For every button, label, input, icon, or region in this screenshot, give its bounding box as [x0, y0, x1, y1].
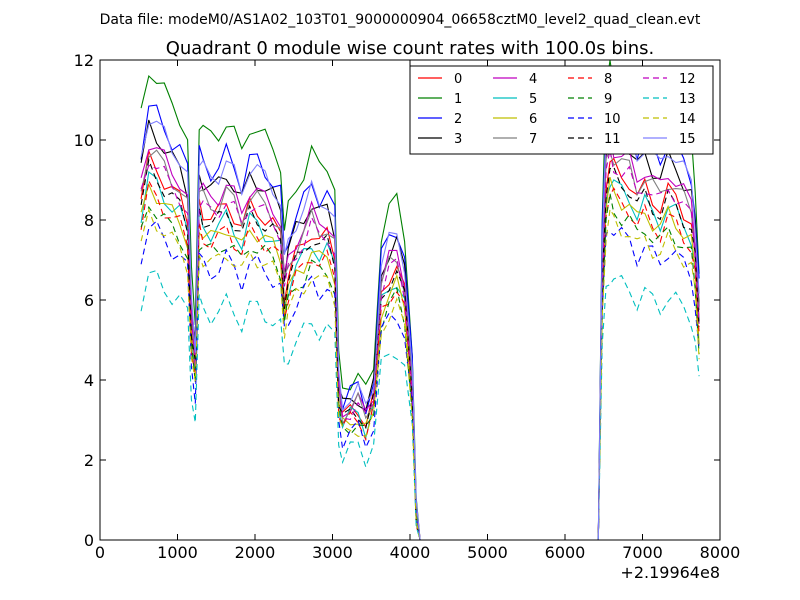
y-tick-label: 4: [84, 371, 94, 390]
x-tick-label: 0: [95, 543, 105, 562]
legend-label-14: 14: [679, 112, 696, 127]
series-line-0: [140, 149, 700, 541]
series-line-4: [140, 136, 700, 541]
y-tick-label: 0: [84, 531, 94, 550]
series-line-12: [140, 149, 700, 541]
y-tick-label: 12: [74, 51, 94, 70]
legend-label-12: 12: [679, 72, 696, 87]
legend-label-3: 3: [454, 132, 462, 147]
legend-label-13: 13: [679, 92, 696, 107]
chart-title: Quadrant 0 module wise count rates with …: [166, 38, 655, 59]
x-tick-label: 8000: [700, 543, 741, 562]
x-tick-label: 5000: [467, 543, 508, 562]
legend-label-9: 9: [604, 92, 612, 107]
legend-label-11: 11: [604, 132, 621, 147]
x-tick-label: 4000: [390, 543, 431, 562]
x-tick-label: 7000: [622, 543, 663, 562]
series-line-15: [140, 113, 700, 541]
x-tick-label: 6000: [545, 543, 586, 562]
series-line-13: [140, 269, 700, 541]
series-line-9: [140, 193, 700, 541]
axis-ticks: 0 1000 2000 3000 4000 5000 6000 7000 80000246810…: [74, 51, 741, 562]
x-tick-label: 2000: [235, 543, 276, 562]
legend-label-2: 2: [454, 112, 462, 127]
legend-label-10: 10: [604, 112, 621, 127]
chart-suptitle: Data file: modeM0/AS1A02_103T01_90000009…: [100, 12, 701, 28]
series-line-7: [140, 149, 700, 541]
y-tick-label: 10: [74, 131, 94, 150]
series-line-10: [140, 220, 700, 541]
legend-label-1: 1: [454, 92, 462, 107]
x-offset-label: +2.19964e8: [620, 563, 720, 582]
legend-box: [409, 65, 714, 155]
legend-label-15: 15: [679, 132, 696, 147]
y-tick-label: 6: [84, 291, 94, 310]
legend-label-6: 6: [529, 112, 537, 127]
series-line-6: [140, 177, 700, 541]
legend-label-5: 5: [529, 92, 537, 107]
y-tick-label: 8: [84, 211, 94, 230]
legend-label-4: 4: [529, 72, 537, 87]
legend-label-0: 0: [454, 72, 462, 87]
x-tick-label: 1000: [157, 543, 198, 562]
series-line-11: [140, 157, 700, 541]
series-line-3: [140, 119, 700, 541]
x-tick-label: 3000: [312, 543, 353, 562]
series-line-14: [140, 207, 700, 541]
legend-label-7: 7: [529, 132, 537, 147]
plot-lines: [140, 60, 700, 541]
legend-label-8: 8: [604, 72, 612, 87]
y-tick-label: 2: [84, 451, 94, 470]
